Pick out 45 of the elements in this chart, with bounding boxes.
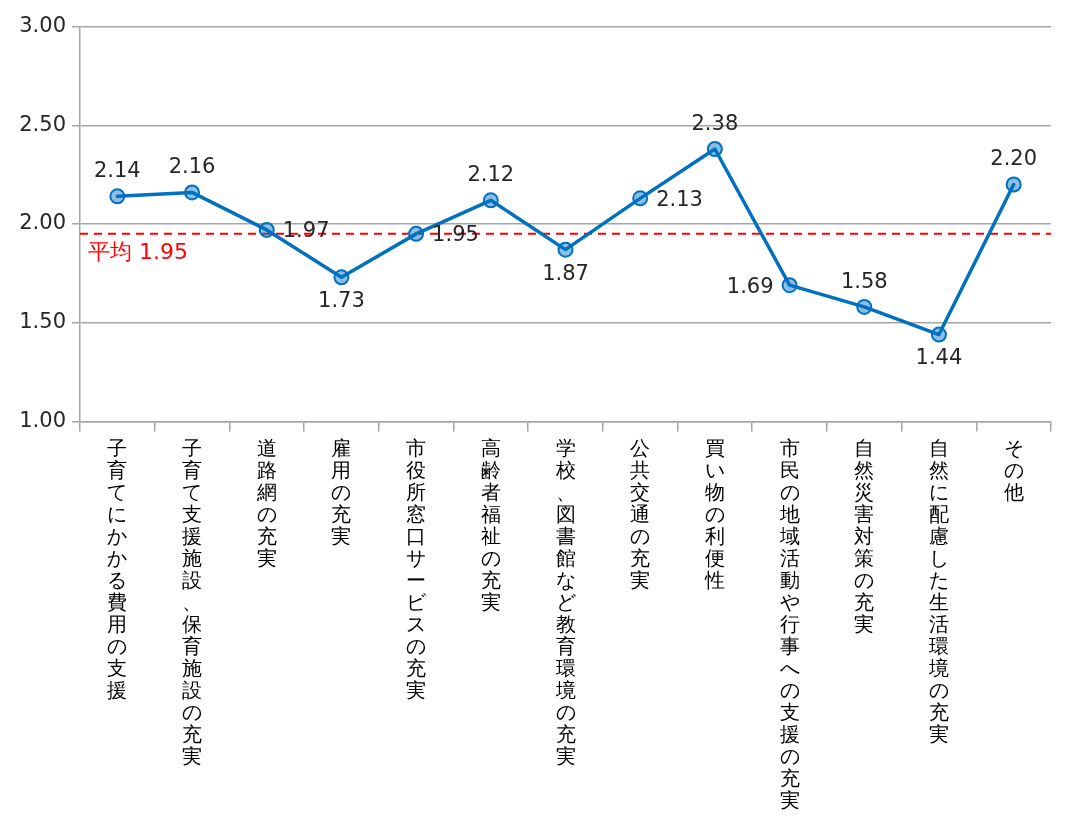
data-label: 2.14	[93, 158, 141, 183]
ref-line-label: 平均 1.95	[88, 238, 188, 264]
data-label: 2.12	[467, 162, 515, 187]
category-label: 自然災害対策の充実	[854, 436, 875, 637]
data-label: 2.38	[691, 110, 739, 135]
category-label: 学校、図書館など教育環境の充実	[555, 436, 576, 769]
data-label: 1.44	[915, 345, 963, 370]
category-label: 市役所窓口サービスの充実	[406, 436, 427, 703]
data-label: 1.58	[840, 268, 888, 293]
point	[408, 225, 425, 242]
y-tick-label: 1.50	[19, 309, 66, 334]
point	[706, 140, 723, 157]
data-label: 1.73	[318, 288, 365, 313]
point	[1005, 176, 1022, 193]
point	[557, 241, 574, 258]
y-tick-label: 2.50	[19, 111, 66, 136]
category-label: 子育てにかかる費用の支援	[107, 436, 128, 703]
y-tick-label: 2.00	[19, 210, 66, 235]
point	[930, 326, 947, 343]
point	[781, 277, 798, 294]
point	[258, 221, 275, 238]
point	[333, 269, 350, 286]
category-label: 市民の地域活動や行事への支援の充実	[779, 436, 800, 813]
category-label: 子育て支援施設、保育施設の充実	[182, 436, 203, 769]
x-tick-label: 道路網の充実	[255, 436, 278, 571]
y-tick-label: 1.00	[19, 407, 66, 432]
data-label: 2.13	[656, 186, 703, 211]
x-tick-label: 公共交通の充実	[629, 436, 652, 593]
data-label: 2.16	[168, 154, 216, 179]
data-label: 1.97	[282, 218, 330, 243]
point	[109, 188, 126, 205]
data-label: 1.95	[432, 222, 479, 247]
x-tick-label: 高齢者福祉の充実	[479, 436, 502, 615]
data-label: 1.87	[542, 260, 589, 285]
point	[632, 190, 649, 207]
x-tick-label: その他	[1002, 436, 1025, 505]
x-tick-label: 買い物の利便性	[703, 436, 726, 593]
y-tick-label: 3.00	[19, 13, 66, 38]
category-label: 自然に配慮した生活環境の充実	[928, 436, 949, 747]
x-tick-label: 雇用の充実	[330, 436, 353, 549]
point	[856, 298, 873, 315]
data-label: 1.69	[726, 273, 774, 298]
data-label: 2.20	[990, 146, 1038, 171]
point	[184, 184, 201, 201]
point	[482, 192, 499, 209]
